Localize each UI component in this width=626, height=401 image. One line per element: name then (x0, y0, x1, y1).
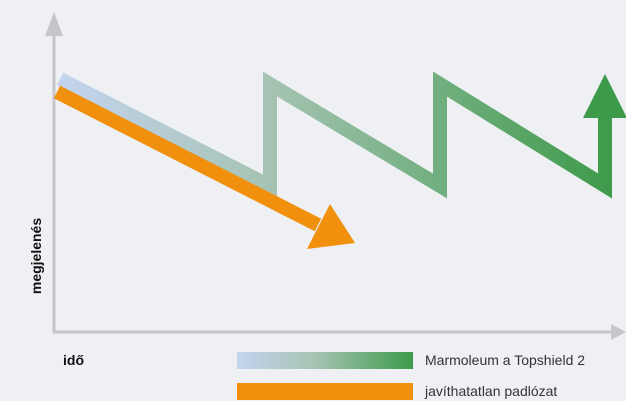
x-axis-label: idő (63, 352, 84, 368)
legend-swatch-marmoleum (237, 352, 413, 369)
x-axis-arrowhead (611, 324, 626, 340)
y-axis-label: megjelenés (28, 217, 44, 295)
irreparable-floor-line (53, 85, 322, 232)
legend-swatch-irreparable-floor (237, 383, 413, 400)
legend-label-marmoleum: Marmoleum a Topshield 2 (425, 352, 586, 368)
axes (45, 12, 626, 340)
irreparable-floor-arrowhead (307, 204, 355, 249)
legend-label-irreparable-floor: javíthatatlan padlózat (425, 383, 558, 399)
y-axis-arrowhead (45, 12, 63, 36)
marmoleum-arrowhead (583, 74, 626, 118)
marmoleum-zigzag-line (56, 71, 612, 199)
